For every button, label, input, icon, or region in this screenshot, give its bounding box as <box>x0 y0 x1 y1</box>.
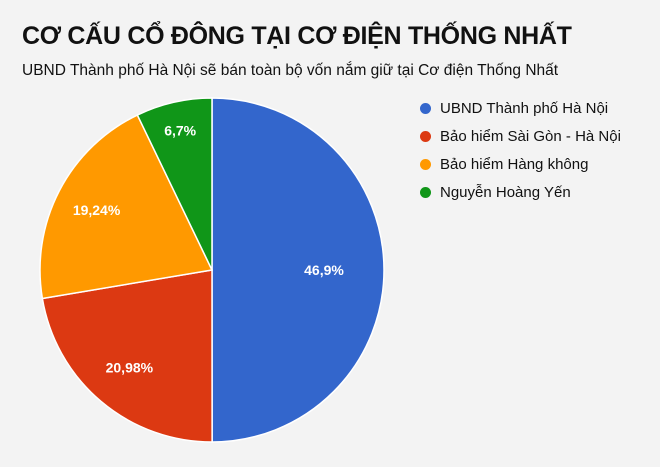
slice-label: 46,9% <box>304 262 344 278</box>
legend: UBND Thành phố Hà Nội Bảo hiểm Sài Gòn - … <box>420 94 621 206</box>
pie-slice <box>211 97 385 443</box>
legend-item: UBND Thành phố Hà Nội <box>420 94 621 122</box>
pie-slice <box>39 114 214 300</box>
legend-label: Bảo hiểm Hàng không <box>440 155 589 173</box>
legend-label: Bảo hiểm Sài Gòn - Hà Nội <box>440 127 621 145</box>
legend-label: UBND Thành phố Hà Nội <box>440 99 609 117</box>
legend-dot-icon <box>420 186 431 198</box>
legend-label: Nguyễn Hoàng Yến <box>440 183 571 201</box>
legend-dot-icon <box>420 130 431 142</box>
legend-dot-icon <box>420 102 431 114</box>
pie-slice <box>41 269 213 443</box>
legend-item: Bảo hiểm Hàng không <box>420 150 621 178</box>
slice-label: 19,24% <box>73 202 121 218</box>
legend-item: Bảo hiểm Sài Gòn - Hà Nội <box>420 122 621 150</box>
chart-title: CƠ CẤU CỔ ĐÔNG TẠI CƠ ĐIỆN THỐNG NHẤT <box>22 22 572 50</box>
pie-slice <box>136 97 213 271</box>
legend-item: Nguyễn Hoàng Yến <box>420 178 621 206</box>
legend-dot-icon <box>420 158 431 170</box>
slice-label: 6,7% <box>164 123 196 139</box>
chart-subtitle: UBND Thành phố Hà Nội sẽ bán toàn bộ vốn… <box>22 62 559 79</box>
slice-label: 20,98% <box>106 360 154 376</box>
